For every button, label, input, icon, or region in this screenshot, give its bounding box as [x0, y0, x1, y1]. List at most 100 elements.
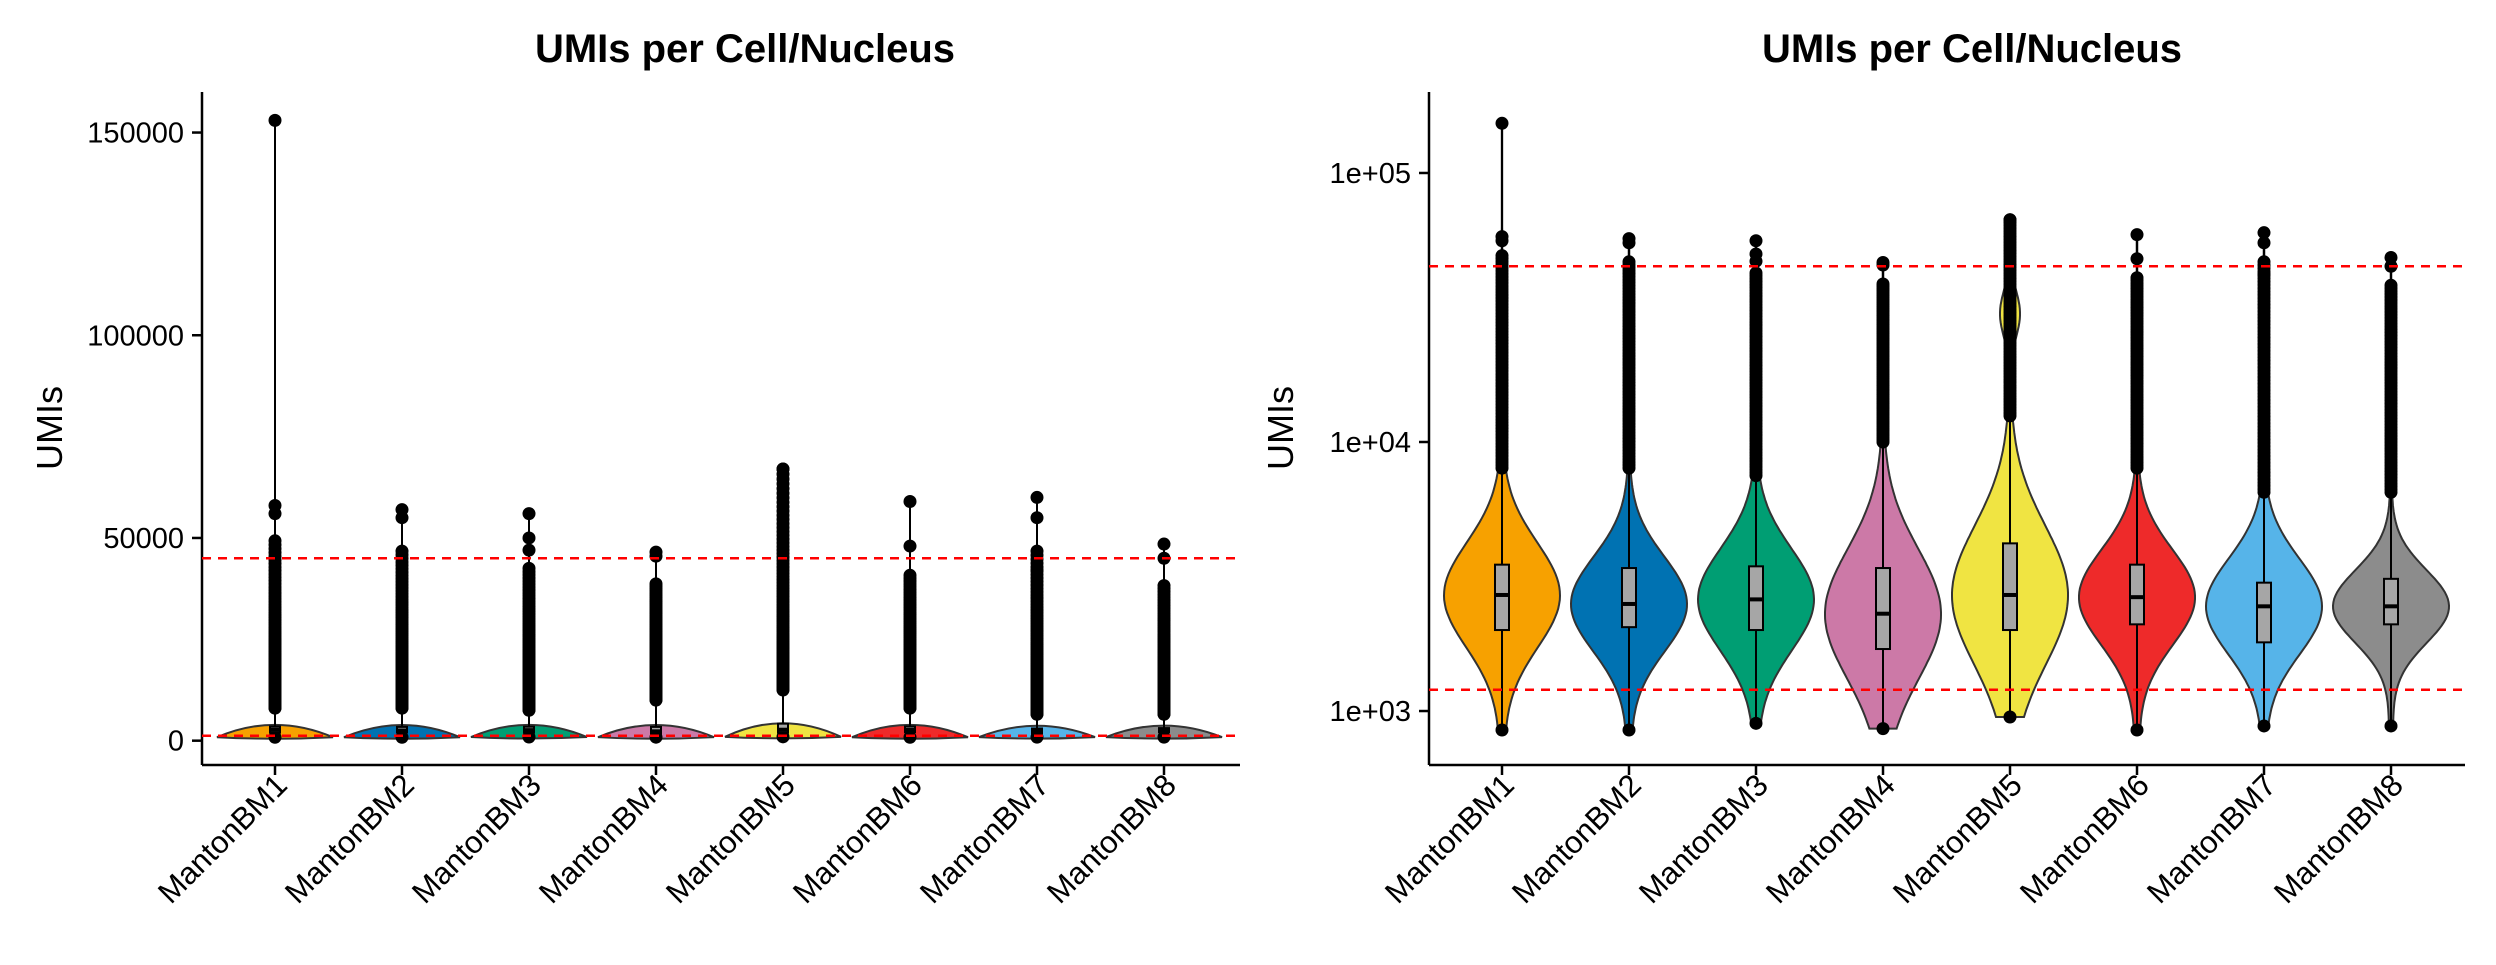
x-tick-label-mantonbm1: MantonBM1: [1378, 767, 1521, 910]
max-point: [1157, 537, 1171, 551]
outlier-point: [522, 531, 536, 545]
y-axis-label: UMIs: [29, 386, 70, 470]
x-tick-label-mantonbm1: MantonBM1: [151, 767, 294, 910]
outlier-point: [1030, 544, 1044, 558]
x-tick-label-mantonbm8: MantonBM8: [1040, 767, 1183, 910]
outlier-point: [2257, 267, 2271, 281]
panel-linear: UMIs per Cell/Nucleus UMIs 0 50000 100000 1…: [29, 27, 1240, 910]
outliers-mantonbm8: [2384, 251, 2398, 733]
max-point: [395, 503, 409, 517]
outlier-point: [2130, 252, 2144, 266]
outliers-mantonbm8: [1157, 537, 1171, 744]
x-tick-label-mantonbm5: MantonBM5: [1886, 767, 2029, 910]
x-tick-label-mantonbm3: MantonBM3: [405, 767, 548, 910]
x-tick-label-mantonbm4: MantonBM4: [1759, 767, 1902, 910]
outlier-point: [1495, 249, 1509, 263]
min-point: [2384, 719, 2398, 733]
panel-log: UMIs per Cell/Nucleus UMIs 1e+03 1e+04 1e+…: [1260, 27, 2465, 910]
outlier-point: [2384, 278, 2398, 292]
box-mantonbm1: [1494, 563, 1510, 632]
min-point: [903, 730, 917, 744]
y-tick-label: 100000: [87, 320, 184, 352]
y-tick-label: 1e+03: [1330, 696, 1411, 728]
outliers-mantonbm1: [1495, 116, 1509, 737]
outliers-mantonbm1: [268, 113, 282, 744]
outliers-mantonbm6: [2130, 228, 2144, 737]
outlier-point: [649, 577, 663, 591]
x-tick-label-mantonbm2: MantonBM2: [1505, 767, 1648, 910]
outlier-point: [2257, 236, 2271, 250]
box-mantonbm8: [2383, 577, 2399, 626]
chart-title: UMIs per Cell/Nucleus: [1762, 27, 2182, 71]
outlier-point: [1749, 254, 1763, 268]
x-tick-label-mantonbm6: MantonBM6: [786, 767, 929, 910]
outlier-point: [522, 543, 536, 557]
outliers-mantonbm3: [1749, 234, 1763, 730]
min-point: [395, 730, 409, 744]
min-point: [1157, 730, 1171, 744]
y-axis-label: UMIs: [1260, 386, 1301, 470]
min-point: [2257, 719, 2271, 733]
min-point: [1495, 723, 1509, 737]
y-tick-label: 1e+04: [1330, 427, 1411, 459]
outlier-point: [1030, 563, 1044, 577]
max-point: [2130, 228, 2144, 242]
outlier-point: [395, 544, 409, 558]
outlier-point: [1876, 277, 1890, 291]
y-tick-label: 50000: [103, 523, 184, 555]
box-mantonbm6: [2129, 563, 2145, 626]
x-tick-label-mantonbm8: MantonBM8: [2267, 767, 2410, 910]
x-tick-label-mantonbm6: MantonBM6: [2013, 767, 2156, 910]
outliers-mantonbm7: [2257, 226, 2271, 733]
max-point: [522, 507, 536, 521]
min-point: [2130, 723, 2144, 737]
x-tick-label-mantonbm7: MantonBM7: [2140, 767, 2283, 910]
max-point: [2257, 226, 2271, 240]
max-point: [903, 494, 917, 508]
outlier-point: [1749, 266, 1763, 280]
max-point: [1622, 232, 1636, 246]
x-tick-label-mantonbm2: MantonBM2: [278, 767, 421, 910]
min-point: [1876, 722, 1890, 736]
y-tick-label: 150000: [87, 118, 184, 150]
outliers-mantonbm3: [522, 507, 536, 744]
outlier-point: [903, 568, 917, 582]
x-tick-label-mantonbm3: MantonBM3: [1632, 767, 1775, 910]
outlier-point: [903, 539, 917, 553]
max-point: [776, 462, 790, 476]
outliers-mantonbm4: [1876, 255, 1890, 736]
outliers-mantonbm5: [776, 462, 790, 744]
outlier-point: [268, 507, 282, 521]
x-tick-label-mantonbm4: MantonBM4: [532, 767, 675, 910]
outlier-point: [1495, 234, 1509, 248]
min-point: [2003, 710, 2017, 724]
min-point: [1749, 716, 1763, 730]
max-point: [1030, 490, 1044, 504]
outliers-mantonbm2: [395, 503, 409, 744]
x-tick-label-mantonbm7: MantonBM7: [913, 767, 1056, 910]
outliers-mantonbm6: [903, 494, 917, 744]
max-point: [1749, 234, 1763, 248]
y-tick-label: 1e+05: [1330, 158, 1411, 190]
outliers-mantonbm2: [1622, 232, 1636, 737]
max-point: [268, 113, 282, 127]
max-point: [1495, 116, 1509, 130]
min-point: [268, 730, 282, 744]
y-tick-label: 0: [168, 726, 184, 758]
box-mantonbm4: [1875, 567, 1891, 651]
max-point: [2384, 251, 2398, 265]
outlier-point: [522, 561, 536, 575]
box-mantonbm5: [2002, 542, 2018, 632]
box-mantonbm2: [1621, 567, 1637, 629]
chart-title: UMIs per Cell/Nucleus: [535, 27, 955, 71]
outliers-mantonbm4: [649, 545, 663, 744]
x-tick-label-mantonbm5: MantonBM5: [659, 767, 802, 910]
box-mantonbm7: [2256, 581, 2272, 644]
outliers-mantonbm7: [1030, 490, 1044, 744]
max-point: [649, 545, 663, 559]
outlier-point: [268, 534, 282, 548]
max-point: [2003, 213, 2017, 227]
outliers-mantonbm5: [2003, 213, 2017, 724]
